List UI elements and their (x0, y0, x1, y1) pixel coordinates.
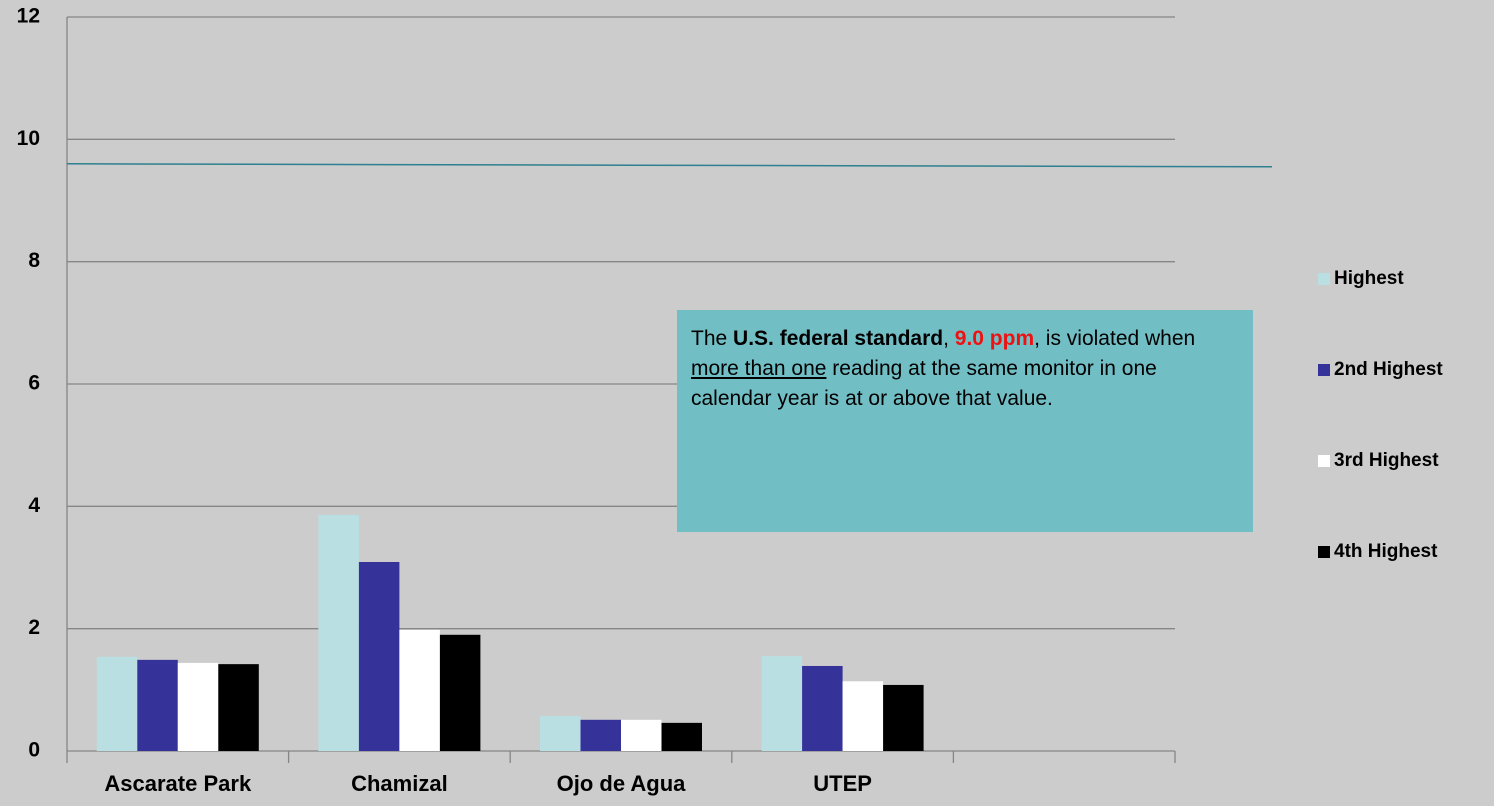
note-text: reading at the same monitor in one calen… (691, 357, 1157, 410)
bar (96, 656, 138, 751)
x-tick-label: UTEP (813, 771, 872, 796)
y-tick-label: 6 (28, 372, 40, 395)
y-tick-label: 2 (28, 616, 40, 639)
legend-label: 2nd Highest (1334, 359, 1443, 380)
legend-swatch (1318, 273, 1330, 285)
bar (137, 659, 178, 751)
note-text: , (943, 327, 955, 350)
x-tick-label: Ascarate Park (104, 771, 252, 796)
bar (883, 684, 924, 751)
bar (842, 681, 884, 751)
note-text: , is violated when (1034, 327, 1196, 350)
bar (439, 634, 481, 751)
note-text: The (691, 327, 734, 350)
bar (761, 656, 803, 751)
legend-label: 4th Highest (1334, 541, 1438, 562)
bar (540, 716, 581, 751)
note-underline: more than one (691, 357, 827, 380)
bar (661, 722, 702, 751)
x-tick-label: Ojo de Agua (557, 771, 687, 796)
legend-swatch (1318, 364, 1330, 376)
y-tick-label: 4 (28, 494, 40, 517)
bar (318, 514, 359, 751)
legend-label: Highest (1334, 268, 1404, 289)
y-tick-label: 0 (28, 739, 40, 762)
legend-label: 3rd Highest (1334, 450, 1439, 471)
bar (580, 719, 621, 751)
bar (358, 561, 400, 751)
bar (177, 662, 219, 751)
bar (621, 719, 662, 751)
y-tick-label: 12 (17, 5, 40, 28)
legend-swatch (1318, 546, 1330, 558)
y-tick-label: 8 (28, 249, 40, 272)
bar (218, 664, 259, 751)
y-tick-label: 10 (17, 127, 40, 150)
bar (802, 665, 843, 751)
x-tick-label: Chamizal (351, 771, 448, 796)
note-bold: U.S. federal standard (733, 327, 944, 350)
reference-line (66, 163, 1273, 168)
annotation-box: The U.S. federal standard, 9.0 ppm, is v… (677, 310, 1253, 532)
bar (399, 629, 440, 751)
legend-swatch (1318, 455, 1330, 467)
note-red: 9.0 ppm (954, 327, 1035, 350)
